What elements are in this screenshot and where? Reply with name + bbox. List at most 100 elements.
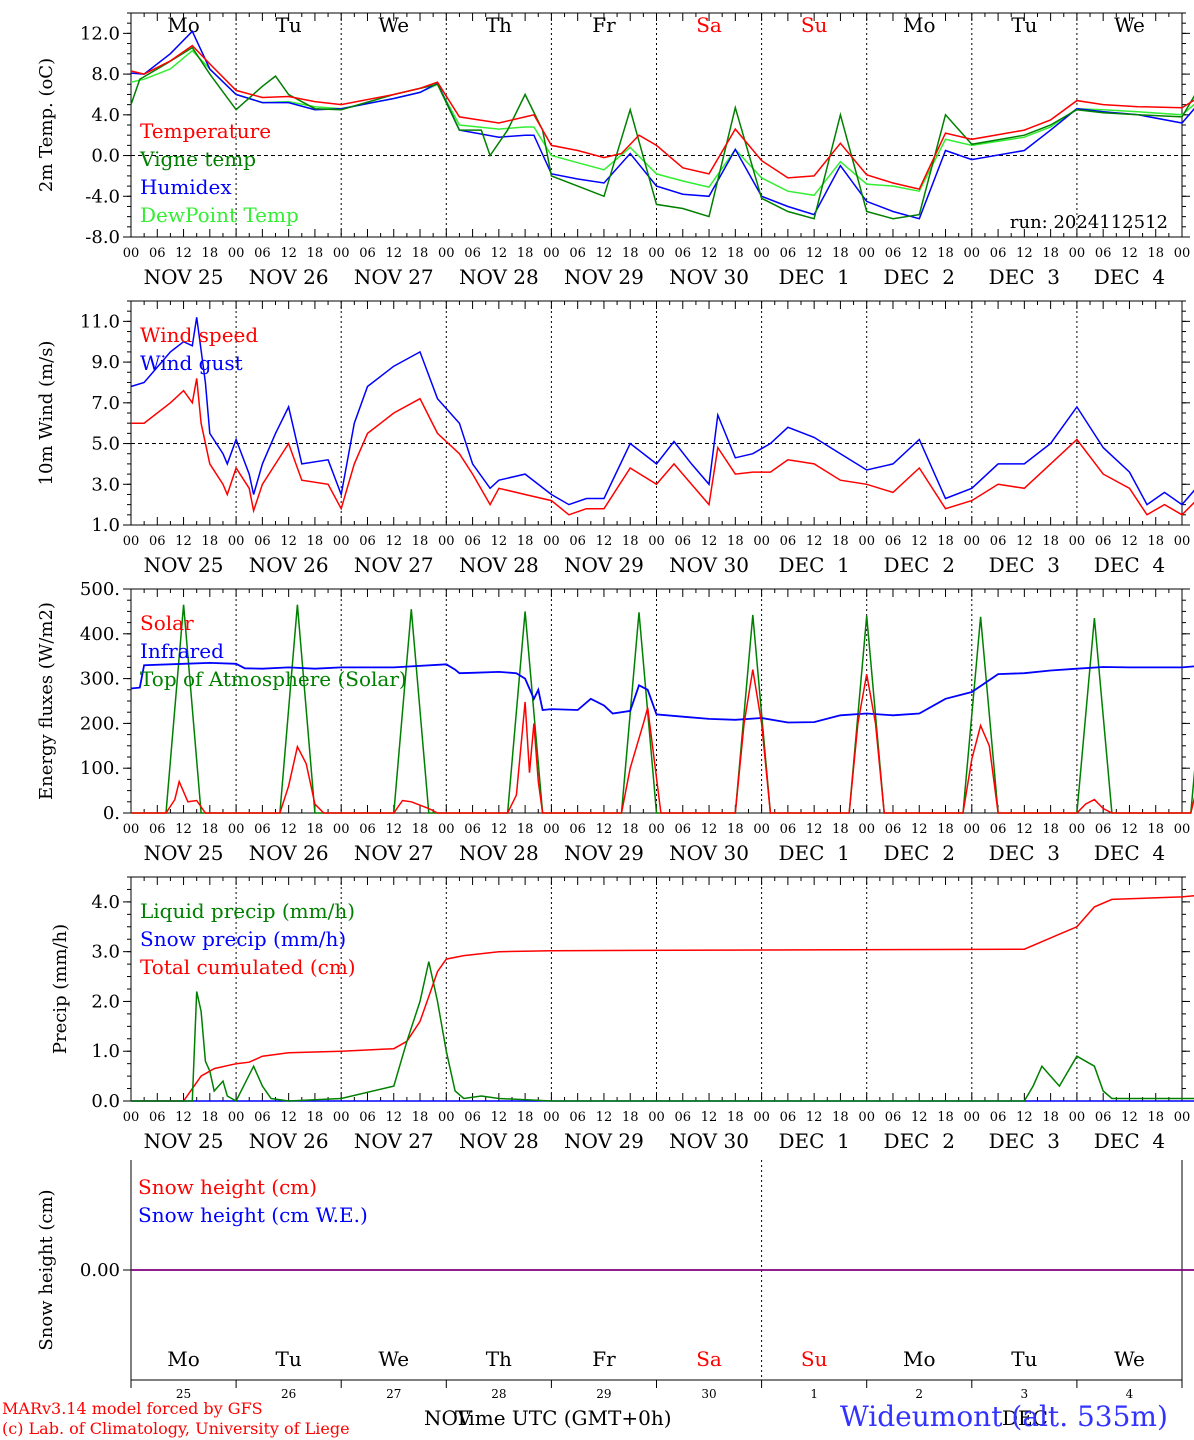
series-line-liquid-precip-mm-h [131, 961, 1194, 1103]
hour-tick-label: 06 [780, 246, 797, 261]
hour-tick-label: 12 [280, 822, 297, 837]
y-tick-label: 4.0 [91, 892, 120, 913]
y-tick-label: 0. [103, 803, 120, 824]
date-label: DEC 2 [884, 1129, 955, 1153]
y-tick-label: 7.0 [91, 393, 120, 414]
date-label: NOV 29 [564, 841, 644, 865]
hour-tick-label: 06 [149, 534, 166, 549]
hour-tick-label: 12 [175, 246, 192, 261]
hour-tick-label: 12 [806, 534, 823, 549]
date-label: DEC 3 [989, 841, 1060, 865]
hour-tick-label: 12 [491, 534, 508, 549]
hour-tick-label: 18 [832, 1110, 849, 1125]
hour-tick-label: 18 [727, 1110, 744, 1125]
weekday-label: Fr [592, 13, 616, 37]
hour-tick-label: 06 [254, 822, 271, 837]
hour-tick-label: 06 [885, 822, 902, 837]
hour-tick-label: 00 [333, 534, 350, 549]
hour-tick-label: 00 [543, 246, 560, 261]
legend-entry: Wind speed [140, 323, 258, 347]
station-label: Wideumont (alt. 535m) [840, 1400, 1168, 1433]
y-axis-title: Energy fluxes (W/m2) [36, 602, 57, 800]
day-number-label: 27 [386, 1387, 401, 1401]
hour-tick-label: 06 [569, 1110, 586, 1125]
hour-tick-label: 00 [123, 534, 140, 549]
hour-tick-label: 00 [964, 1110, 981, 1125]
hour-tick-label: 00 [333, 1110, 350, 1125]
hour-tick-label: 12 [911, 534, 928, 549]
hour-tick-label: 00 [543, 534, 560, 549]
weekday-label: Tu [1011, 13, 1037, 37]
legend-entry: Snow precip (mm/h) [140, 927, 346, 951]
hour-tick-label: 00 [858, 534, 875, 549]
series-line-solar [131, 669, 1194, 814]
date-label: NOV 30 [669, 841, 749, 865]
hour-tick-label: 12 [1016, 246, 1033, 261]
y-axis-title: 2m Temp. (oC) [36, 58, 57, 192]
hour-tick-label: 18 [1147, 534, 1164, 549]
hour-tick-label: 06 [359, 246, 376, 261]
hour-tick-label: 18 [412, 822, 429, 837]
weekday-label: Sa [696, 13, 722, 37]
hour-tick-label: 06 [149, 246, 166, 261]
hour-tick-label: 06 [1095, 1110, 1112, 1125]
panel-snow: Mo Tu We Th Fr Sa Su Mo Tu We 25 26 27 28 29 30 1 2 3 4 0.00… [36, 1160, 1194, 1401]
series-line-wind-gust [130, 317, 1194, 506]
legend-entry: Vigne temp [139, 147, 256, 171]
hour-tick-label: 00 [753, 822, 770, 837]
hour-tick-label: 18 [622, 1110, 639, 1125]
date-label: DEC 3 [989, 553, 1060, 577]
date-label: NOV 27 [354, 553, 434, 577]
hour-tick-label: 18 [832, 822, 849, 837]
hour-tick-label: 06 [990, 1110, 1007, 1125]
hour-tick-label: 12 [701, 822, 718, 837]
hour-tick-label: 18 [412, 534, 429, 549]
date-label: NOV 30 [669, 553, 749, 577]
date-label: NOV 25 [144, 553, 224, 577]
hour-tick-label: 18 [1042, 1110, 1059, 1125]
hour-tick-label: 00 [964, 246, 981, 261]
hour-tick-label: 00 [1174, 534, 1191, 549]
hour-tick-label: 00 [964, 534, 981, 549]
date-label: NOV 28 [459, 553, 539, 577]
weekday-label: Su [801, 1347, 828, 1371]
hour-tick-label: 00 [648, 822, 665, 837]
hour-tick-label: 18 [622, 534, 639, 549]
hour-tick-label: 12 [596, 534, 613, 549]
hour-tick-label: 06 [990, 246, 1007, 261]
hour-tick-label: 00 [753, 1110, 770, 1125]
hour-tick-label: 06 [990, 822, 1007, 837]
hour-tick-label: 06 [675, 1110, 692, 1125]
hour-tick-label: 00 [648, 1110, 665, 1125]
date-label: NOV 25 [144, 1129, 224, 1153]
hour-tick-label: 18 [1147, 822, 1164, 837]
legend-entry: Total cumulated (cm) [140, 955, 356, 979]
weekday-label: Tu [276, 13, 302, 37]
day-number-label: 1 [810, 1387, 818, 1401]
y-tick-label: 12.0 [80, 23, 120, 44]
hour-tick-label: 00 [123, 1110, 140, 1125]
date-label: NOV 26 [249, 841, 329, 865]
y-tick-label: 4.0 [91, 105, 120, 126]
hour-tick-label: 06 [569, 534, 586, 549]
legend-entry: Snow height (cm) [138, 1175, 317, 1199]
hour-tick-label: 18 [1042, 534, 1059, 549]
hour-tick-label: 06 [780, 534, 797, 549]
weekday-label: We [1114, 1347, 1145, 1371]
hour-tick-label: 06 [675, 534, 692, 549]
hour-tick-label: 12 [596, 1110, 613, 1125]
hour-tick-label: 00 [228, 246, 245, 261]
hour-tick-label: 12 [596, 246, 613, 261]
month-left-label: NOV [424, 1406, 472, 1430]
hour-tick-label: 18 [622, 822, 639, 837]
hour-tick-label: 12 [385, 534, 402, 549]
hour-tick-label: 00 [1174, 1110, 1191, 1125]
hour-tick-label: 00 [228, 534, 245, 549]
day-number-label: 25 [176, 1387, 191, 1401]
hour-tick-label: 06 [464, 822, 481, 837]
date-label: NOV 29 [564, 553, 644, 577]
hour-tick-label: 18 [517, 1110, 534, 1125]
hour-tick-label: 12 [1016, 534, 1033, 549]
date-label: NOV 29 [564, 1129, 644, 1153]
